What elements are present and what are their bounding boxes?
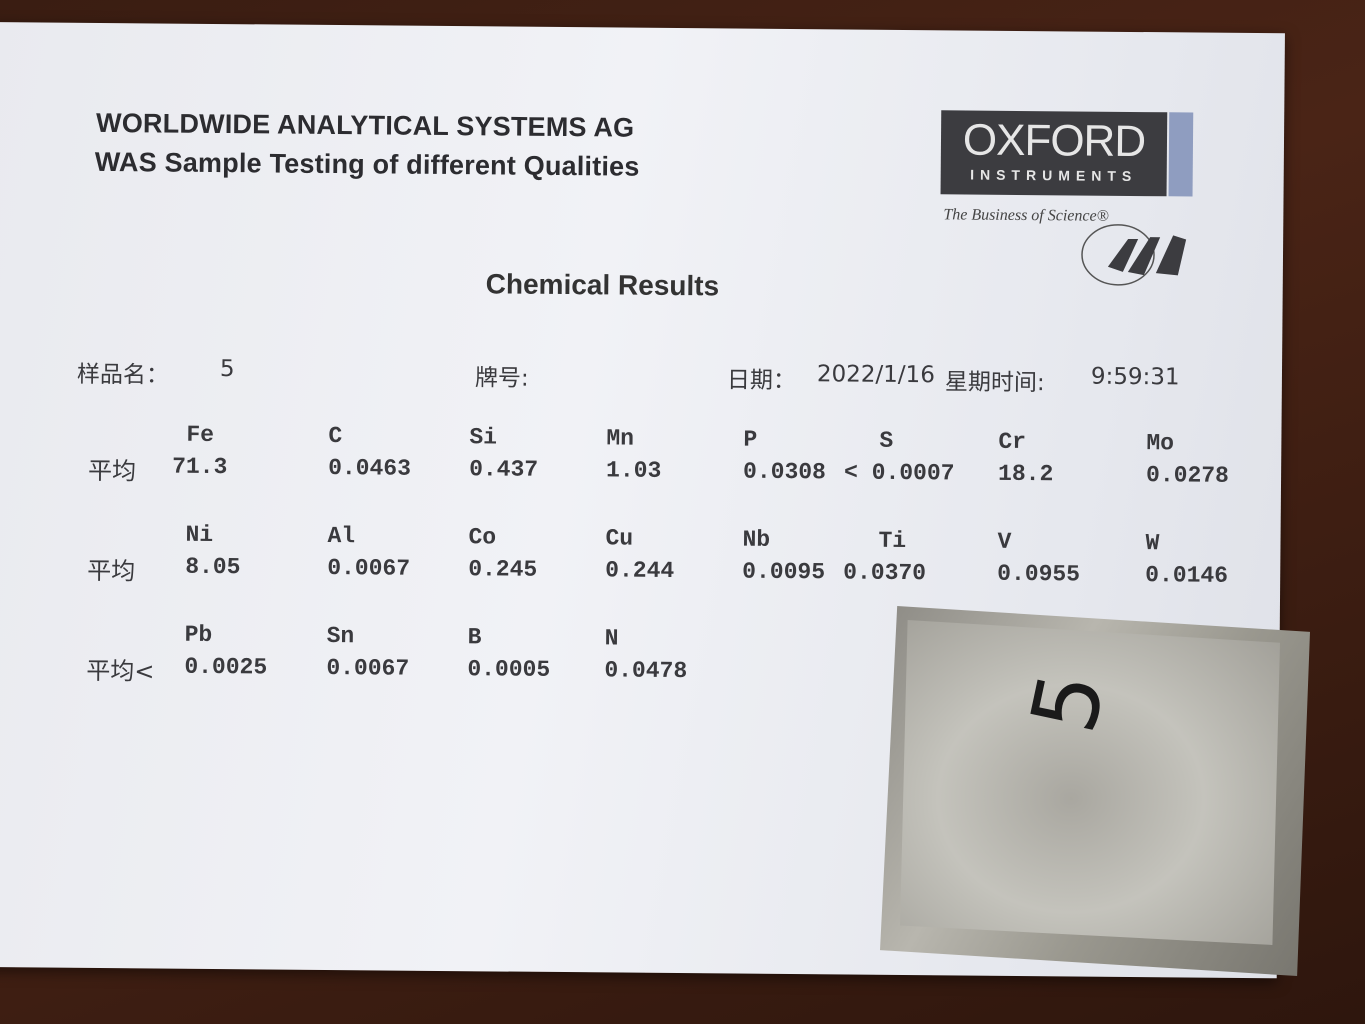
- element-symbol: C: [328, 422, 343, 450]
- report-paper: WORLDWIDE ANALYTICAL SYSTEMS AG WAS Samp…: [0, 22, 1285, 979]
- element-value: 8.05: [185, 553, 241, 581]
- element-symbol: N: [604, 625, 619, 652]
- sample-name-label: 样品名：: [76, 361, 170, 389]
- element-symbol: Al: [327, 522, 356, 550]
- element-value: 18.2: [997, 460, 1054, 488]
- row-label: 平均<: [86, 656, 155, 686]
- logo-main-text: OXFORD: [962, 115, 1146, 167]
- was-logo-mark: [1081, 224, 1187, 286]
- element-value: 0.0095: [742, 558, 826, 586]
- element-value: 0.0463: [328, 454, 412, 482]
- element-symbol: Ni: [185, 521, 214, 548]
- element-symbol: Fe: [186, 421, 215, 448]
- report-subtitle: WAS Sample Testing of different Qualitie…: [94, 146, 640, 182]
- element-value: 0.0278: [1145, 462, 1230, 489]
- element-value: 0.0067: [326, 654, 410, 682]
- element-symbol: Cu: [605, 525, 634, 552]
- sample-tray-inner: [900, 620, 1280, 945]
- section-title: Chemical Results: [485, 268, 720, 302]
- element-value: 71.3: [172, 453, 228, 481]
- element-symbol: Mo: [1146, 430, 1175, 457]
- time-label: 星期时间:: [944, 369, 1045, 397]
- logo-accent-bar: [1168, 112, 1194, 197]
- element-symbol: Si: [469, 424, 498, 451]
- element-value: 0.0067: [327, 554, 411, 582]
- element-symbol: S: [879, 427, 894, 454]
- element-symbol: Co: [468, 524, 497, 551]
- company-name: WORLDWIDE ANALYTICAL SYSTEMS AG: [95, 107, 635, 143]
- element-value: < 0.0007: [843, 459, 955, 487]
- element-symbol: Sn: [326, 622, 355, 650]
- element-value: 0.0146: [1145, 562, 1229, 589]
- oxford-instruments-logo: OXFORD INSTRUMENTS: [940, 110, 1168, 197]
- element-symbol: W: [1145, 530, 1160, 557]
- date-value: 2022/1/16: [816, 361, 936, 389]
- results-table: 平均 Fe 71.3 C 0.0463 Si 0.437 Mn 1.03 P 0.0308 S < 0.…: [0, 22, 1285, 686]
- element-symbol: V: [997, 528, 1012, 555]
- element-value: 0.0370: [843, 559, 927, 587]
- element-symbol: Mn: [606, 425, 635, 452]
- element-value: 0.245: [468, 556, 538, 583]
- element-value: 0.244: [605, 557, 675, 584]
- element-symbol: Ti: [878, 527, 907, 555]
- element-value: 0.0005: [467, 656, 551, 683]
- row-label: 平均: [87, 556, 136, 586]
- row-label: 平均: [87, 456, 137, 486]
- logo-sub-text: INSTRUMENTS: [970, 166, 1138, 185]
- element-value: 0.0308: [742, 458, 827, 486]
- element-symbol: B: [467, 624, 482, 651]
- element-symbol: Cr: [998, 428, 1027, 456]
- element-value: 1.03: [605, 457, 662, 484]
- date-label: 日期：: [726, 367, 797, 395]
- sample-name-value: 5: [219, 356, 235, 383]
- element-symbol: P: [743, 426, 758, 453]
- element-symbol: Nb: [742, 526, 771, 553]
- time-value: 9:59:31: [1090, 363, 1180, 391]
- element-value: 0.437: [469, 456, 539, 483]
- element-value: 0.0478: [604, 657, 688, 685]
- element-value: 0.0955: [997, 560, 1081, 588]
- element-symbol: Pb: [184, 621, 213, 648]
- element-value: 0.0025: [184, 653, 268, 681]
- grade-label: 牌号:: [474, 365, 529, 392]
